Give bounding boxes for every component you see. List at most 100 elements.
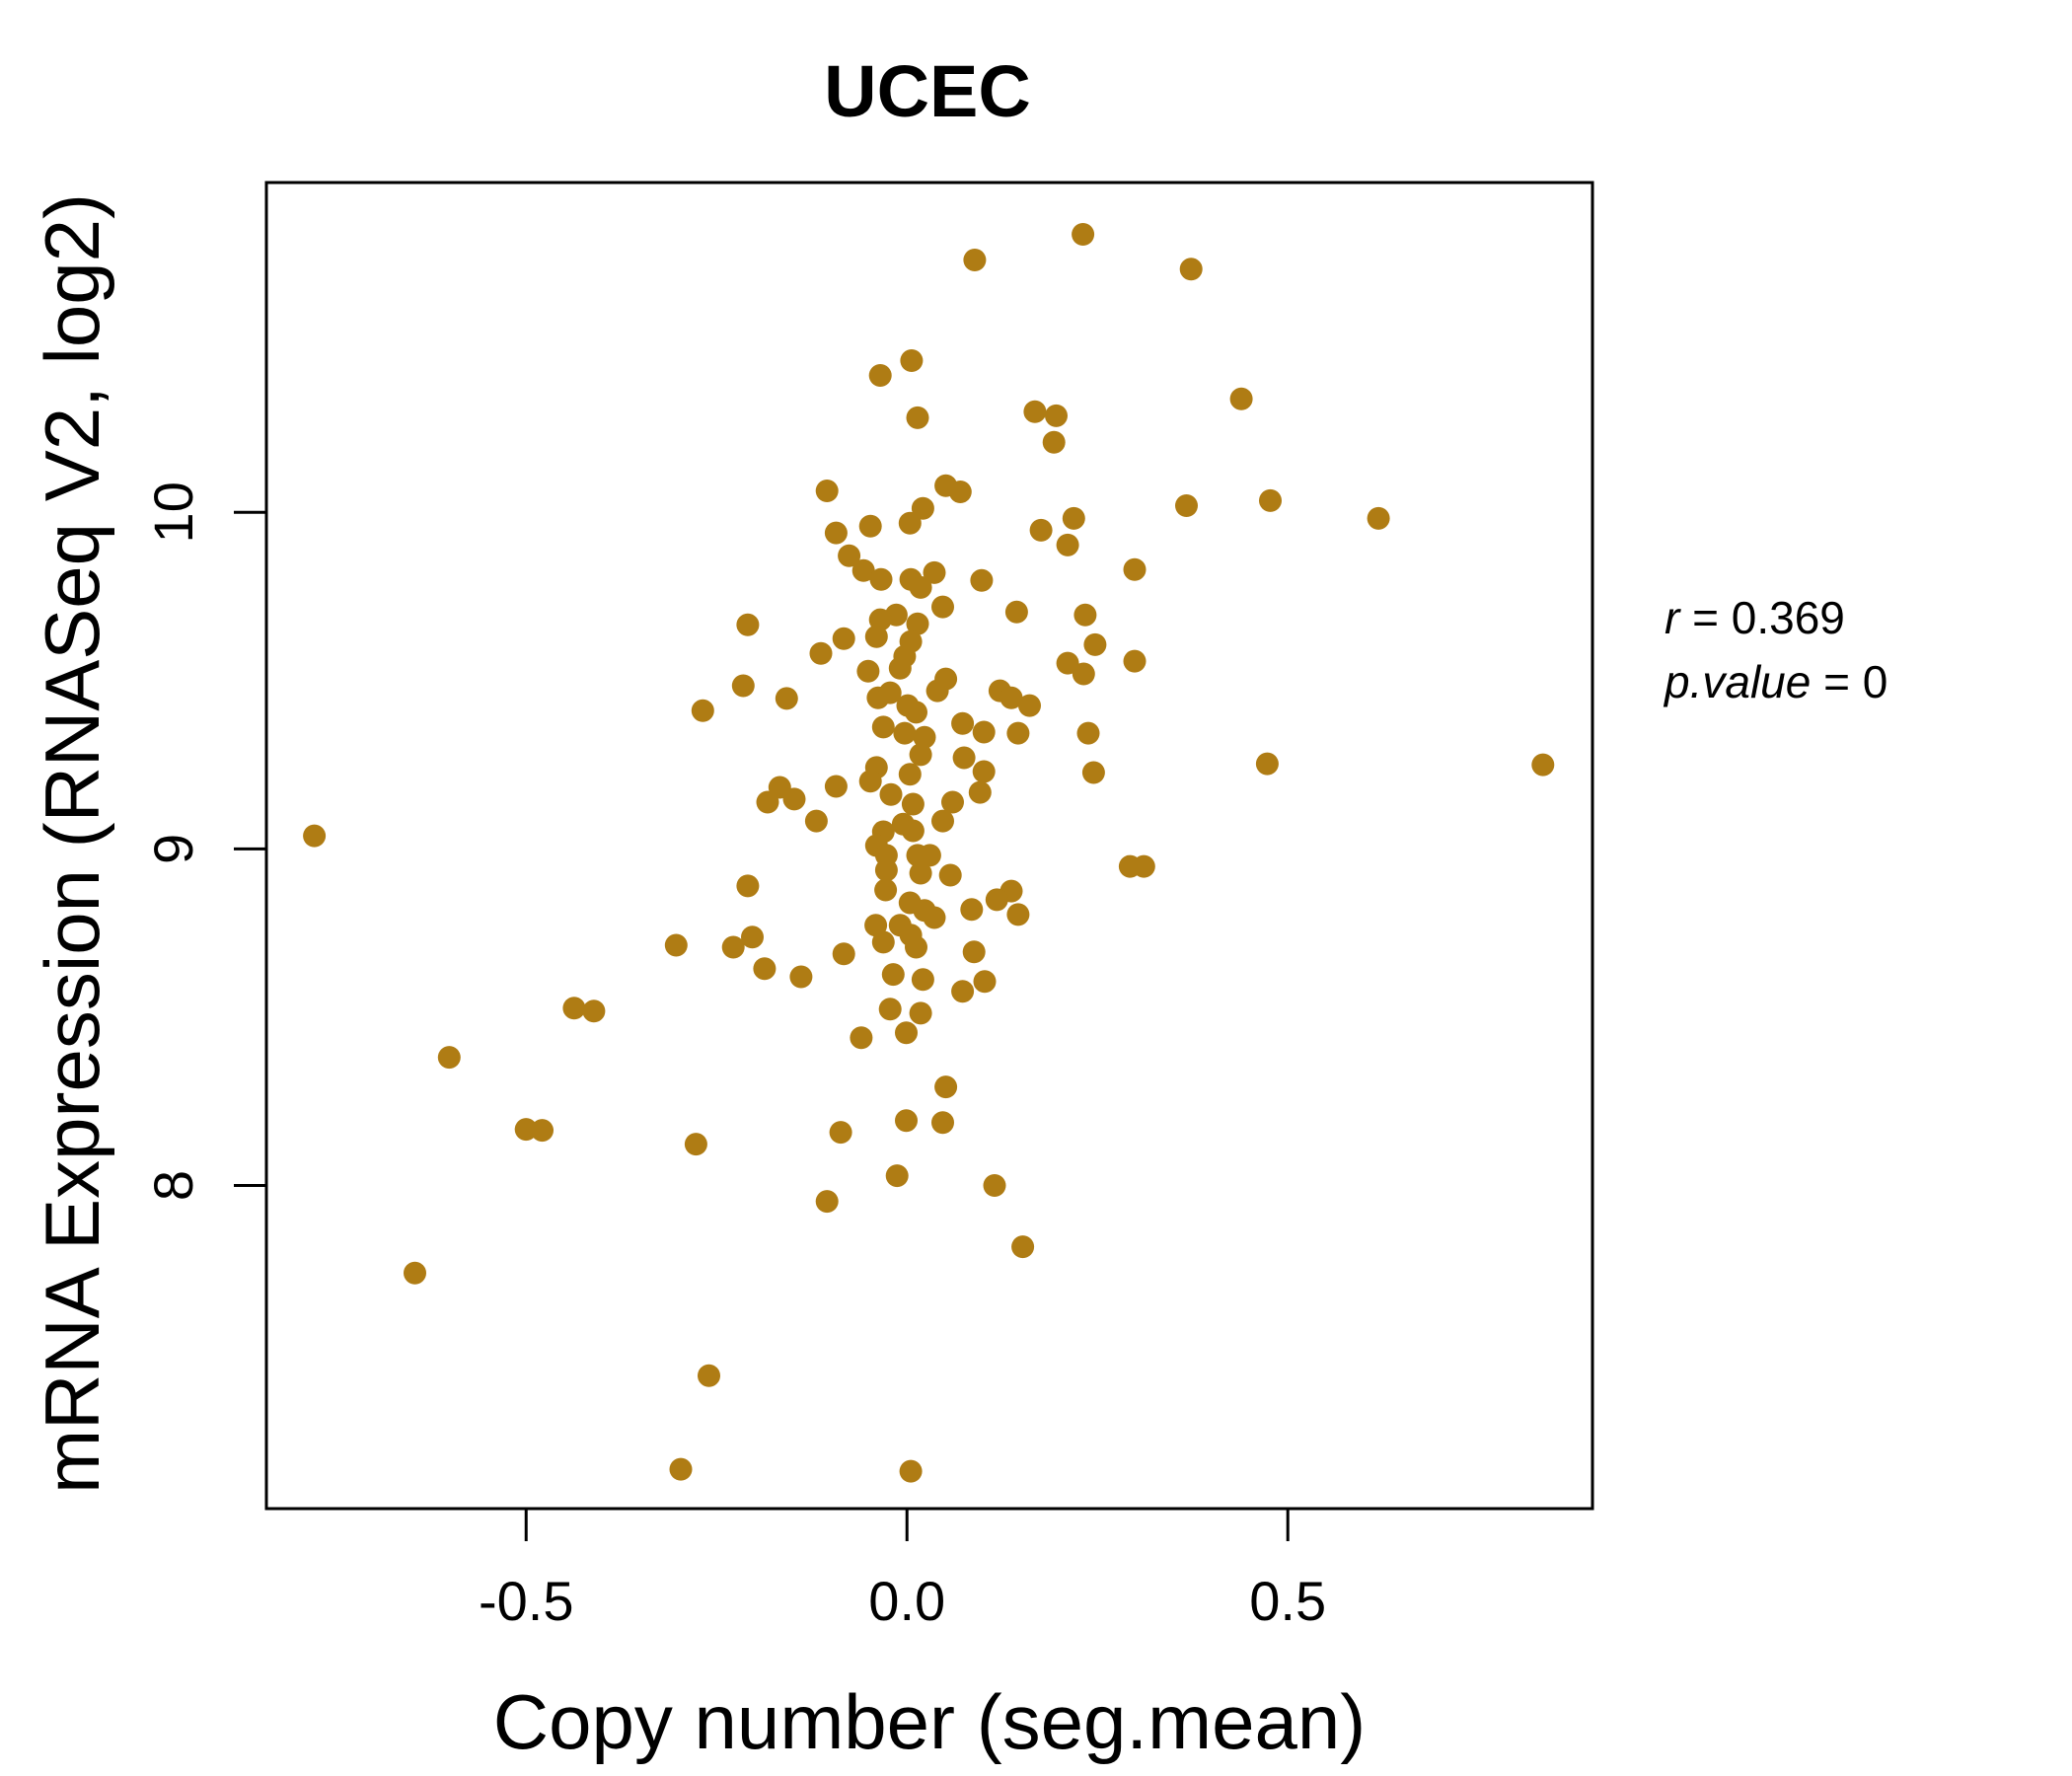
data-point (731, 674, 755, 698)
data-point (1056, 533, 1079, 556)
data-point (850, 1026, 873, 1050)
data-point (782, 787, 806, 811)
data-point (832, 942, 855, 966)
data-point (963, 249, 987, 271)
data-point (829, 1121, 852, 1145)
data-point (871, 930, 895, 954)
data-point (1179, 258, 1203, 281)
plot-area-border (264, 181, 1594, 1511)
data-point (901, 792, 925, 816)
data-point (1018, 694, 1041, 717)
data-point (1229, 387, 1253, 410)
data-point (1072, 223, 1095, 246)
data-point (736, 613, 760, 636)
data-point (972, 720, 996, 744)
data-point (960, 898, 984, 922)
data-point (1045, 404, 1068, 427)
data-point (968, 780, 992, 804)
data-point (906, 612, 929, 635)
data-point (789, 965, 813, 989)
data-point (938, 863, 962, 887)
data-point (1073, 603, 1097, 627)
data-point (885, 1164, 909, 1188)
data-point (1132, 854, 1155, 878)
data-point (753, 957, 777, 981)
y-tick-label: 9 (142, 834, 204, 864)
data-point (905, 935, 927, 959)
x-tick-label: 0.5 (1249, 1570, 1326, 1632)
data-point (878, 681, 902, 704)
data-point (721, 935, 745, 959)
data-point (669, 1457, 693, 1481)
data-point (531, 1119, 554, 1143)
y-tick-label: 8 (142, 1170, 204, 1201)
data-point (1123, 557, 1147, 581)
data-point (868, 364, 892, 387)
data-point (1004, 600, 1028, 624)
data-point (925, 679, 949, 703)
data-point (888, 656, 912, 680)
data-point (582, 999, 606, 1023)
data-point (899, 1459, 923, 1483)
data-point (999, 686, 1023, 709)
data-point (893, 721, 917, 745)
data-point (952, 746, 976, 770)
data-point (851, 558, 875, 582)
data-point (1076, 721, 1100, 745)
plot-title: UCEC (824, 50, 1031, 132)
data-point (879, 782, 903, 806)
data-point (756, 790, 779, 814)
data-point (931, 809, 954, 833)
x-axis-title: Copy number (seg.mean) (493, 1678, 1366, 1765)
data-point (437, 1046, 461, 1070)
data-point (931, 1111, 954, 1135)
data-points (303, 223, 1555, 1483)
data-point (970, 568, 994, 592)
data-point (1175, 494, 1198, 517)
data-point (824, 521, 848, 545)
data-point (909, 1001, 932, 1025)
data-point (1255, 752, 1279, 776)
data-point (804, 809, 828, 833)
data-point (913, 725, 936, 749)
data-point (404, 1261, 426, 1285)
data-point (1006, 903, 1030, 926)
x-tick-label: -0.5 (479, 1570, 574, 1632)
data-point (973, 970, 997, 994)
data-point (684, 1133, 707, 1156)
data-point (906, 406, 929, 429)
data-point (918, 844, 941, 867)
data-point (736, 874, 760, 898)
data-point (874, 878, 898, 902)
data-point (911, 968, 934, 992)
data-point (895, 1109, 918, 1133)
data-point (985, 888, 1008, 912)
data-point (1123, 649, 1147, 673)
data-point (698, 1364, 720, 1387)
data-point (909, 575, 932, 599)
data-point (815, 1190, 839, 1214)
data-point (809, 641, 833, 665)
data-point (923, 906, 946, 929)
data-point (962, 940, 986, 964)
data-point (741, 925, 764, 949)
x-axis-ticks: -0.5 0.0 0.5 (479, 1509, 1326, 1632)
data-point (664, 933, 688, 957)
data-point (1006, 721, 1030, 745)
data-point (881, 963, 905, 987)
data-point (815, 480, 839, 502)
data-point (1531, 753, 1555, 777)
data-point (1083, 632, 1107, 656)
data-point (898, 511, 922, 535)
data-point (901, 819, 925, 843)
data-point (972, 760, 996, 783)
data-point (1081, 761, 1105, 784)
y-axis-ticks: 8 9 10 (142, 481, 266, 1201)
data-point (1062, 506, 1085, 530)
y-tick-label: 10 (142, 481, 204, 543)
data-point (775, 687, 798, 710)
data-point (1367, 506, 1390, 530)
data-point (948, 481, 972, 503)
data-point (858, 770, 882, 793)
